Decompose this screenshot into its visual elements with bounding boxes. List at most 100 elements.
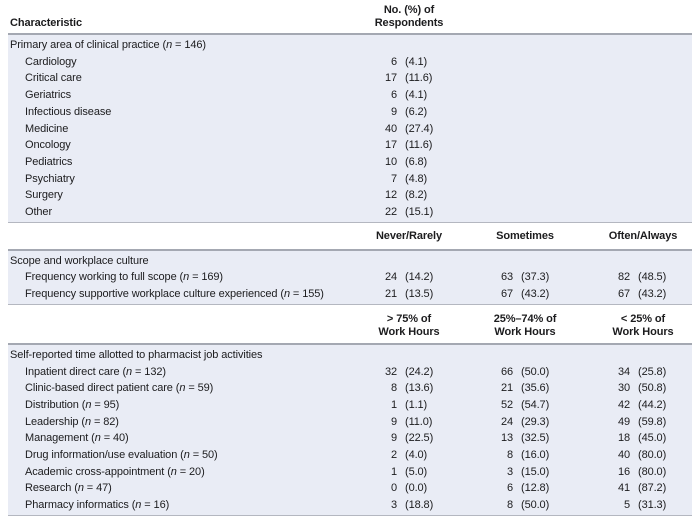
- count-value: 49: [617, 415, 630, 428]
- row-label: Academic cross-appointment (n = 20): [25, 465, 205, 478]
- count-value: 1: [390, 398, 397, 411]
- italic-n: n: [77, 482, 84, 495]
- italic-n: n: [179, 382, 186, 395]
- count-value: 34: [617, 365, 630, 378]
- percent-value: (25.8): [638, 365, 667, 378]
- section-title-row: Scope and workplace culture: [8, 253, 692, 270]
- count-value: 9: [390, 432, 397, 445]
- count-value: 9: [390, 105, 397, 118]
- count-value: 2: [390, 449, 397, 462]
- row-label: Management (n = 40): [25, 432, 129, 445]
- count-value: 3: [390, 499, 397, 512]
- row-label: Surgery: [25, 189, 63, 202]
- percent-value: (59.8): [638, 415, 667, 428]
- row-label: Other: [25, 206, 53, 219]
- count-value: 17: [384, 139, 397, 152]
- section-end-rule: [8, 514, 692, 516]
- row-label: Medicine: [25, 122, 69, 135]
- column-header-line: Often/Always: [608, 229, 678, 242]
- column-header: Often/Always: [594, 230, 692, 243]
- row-label: Inpatient direct care (n = 132): [25, 365, 166, 378]
- percent-value: (45.0): [638, 432, 667, 445]
- section-title: Scope and workplace culture: [10, 254, 149, 267]
- row-label: Pediatrics: [25, 155, 73, 168]
- row-label: Cardiology: [25, 55, 77, 68]
- column-header-line: Work Hours: [612, 325, 674, 338]
- column-header-line: Sometimes: [496, 229, 554, 242]
- table-row: Research (n = 47) 0 (0.0) 6 (12.8) 41 (87.2): [8, 480, 692, 497]
- italic-n: n: [94, 432, 101, 445]
- percent-value: (16.0): [521, 449, 550, 462]
- percent-value: (8.2): [405, 189, 428, 202]
- count-value: 9: [390, 415, 397, 428]
- percent-value: (1.1): [405, 398, 428, 411]
- percent-value: (12.8): [521, 482, 550, 495]
- percent-value: (14.2): [405, 271, 434, 284]
- section-scope-culture: Scope and workplace culture Frequency wor…: [8, 250, 692, 304]
- row-label: Frequency supportive workplace culture e…: [25, 288, 324, 301]
- count-value: 22: [384, 206, 397, 219]
- count-value: 12: [384, 189, 397, 202]
- table-row: Clinic-based direct patient care (n = 59…: [8, 380, 692, 397]
- percent-value: (32.5): [521, 432, 550, 445]
- percent-value: (44.2): [638, 398, 667, 411]
- respondents-header: No. (%) of Respondents: [361, 4, 457, 30]
- italic-n: n: [135, 499, 142, 512]
- section-time-allotted: Self-reported time allotted to pharmacis…: [8, 344, 692, 515]
- header-rule: [8, 33, 692, 35]
- count-value: 30: [617, 382, 630, 395]
- table-row: Other 22 (15.1): [8, 204, 692, 221]
- table-row: Critical care 17 (11.6): [8, 70, 692, 87]
- column-header-line: < 25% of: [620, 312, 666, 325]
- percent-value: (48.5): [638, 271, 667, 284]
- count-value: 41: [617, 482, 630, 495]
- percent-value: (11.6): [405, 139, 433, 152]
- percent-value: (4.1): [405, 89, 428, 102]
- percent-value: (50.0): [521, 499, 550, 512]
- percent-value: (27.4): [405, 122, 434, 135]
- italic-n: n: [85, 398, 92, 411]
- column-header-line: 25%–74% of: [493, 312, 557, 325]
- row-label: Geriatrics: [25, 89, 72, 102]
- characteristic-header: Characteristic: [10, 17, 82, 29]
- italic-n: n: [126, 365, 133, 378]
- count-value: 6: [390, 55, 397, 68]
- section-title: Self-reported time allotted to pharmacis…: [10, 348, 263, 361]
- section-title: Primary area of clinical practice (n = 1…: [10, 39, 206, 51]
- table-row: Management (n = 40) 9 (22.5) 13 (32.5) 18 (45.…: [8, 430, 692, 447]
- section-end-rule: [8, 303, 692, 305]
- row-label: Pharmacy informatics (n = 16): [25, 499, 170, 512]
- row-label: Oncology: [25, 139, 71, 152]
- percent-value: (87.2): [638, 482, 667, 495]
- column-header-row-time-allotted: > 75% of Work Hours 25%–74% of Work Hours < …: [8, 305, 692, 343]
- count-value: 42: [617, 398, 630, 411]
- percent-value: (37.3): [521, 271, 550, 284]
- table-row: Leadership (n = 82) 9 (11.0) 24 (29.3) 49 (59.…: [8, 414, 692, 431]
- table-row: Psychiatry 7 (4.8): [8, 171, 692, 188]
- percent-value: (0.0): [405, 482, 428, 495]
- column-header-line: Work Hours: [494, 325, 556, 338]
- count-value: 5: [623, 499, 630, 512]
- count-value: 13: [500, 432, 513, 445]
- row-label: Distribution (n = 95): [25, 398, 120, 411]
- percent-value: (50.0): [521, 365, 550, 378]
- table-header-row: Characteristic No. (%) of Respondents: [8, 0, 692, 33]
- row-label: Research (n = 47): [25, 482, 112, 495]
- percent-value: (6.2): [405, 105, 428, 118]
- percent-value: (35.6): [521, 382, 550, 395]
- percent-value: (50.8): [638, 382, 667, 395]
- column-header-row-scope-culture: Never/Rarely Sometimes Often/Always: [8, 223, 692, 249]
- percent-value: (4.8): [405, 172, 428, 185]
- table-row: Pharmacy informatics (n = 16) 3 (18.8) 8 (50…: [8, 497, 692, 514]
- table-row: Infectious disease 9 (6.2): [8, 104, 692, 121]
- percent-value: (31.3): [638, 499, 667, 512]
- row-label: Leadership (n = 82): [25, 415, 119, 428]
- column-header-rule: [8, 248, 692, 251]
- column-header: > 75% of Work Hours: [361, 313, 457, 339]
- count-value: 8: [390, 382, 397, 395]
- count-value: 18: [617, 432, 630, 445]
- table-row: Cardiology 6 (4.1): [8, 54, 692, 71]
- italic-n: n: [183, 271, 190, 284]
- count-value: 1: [390, 465, 397, 478]
